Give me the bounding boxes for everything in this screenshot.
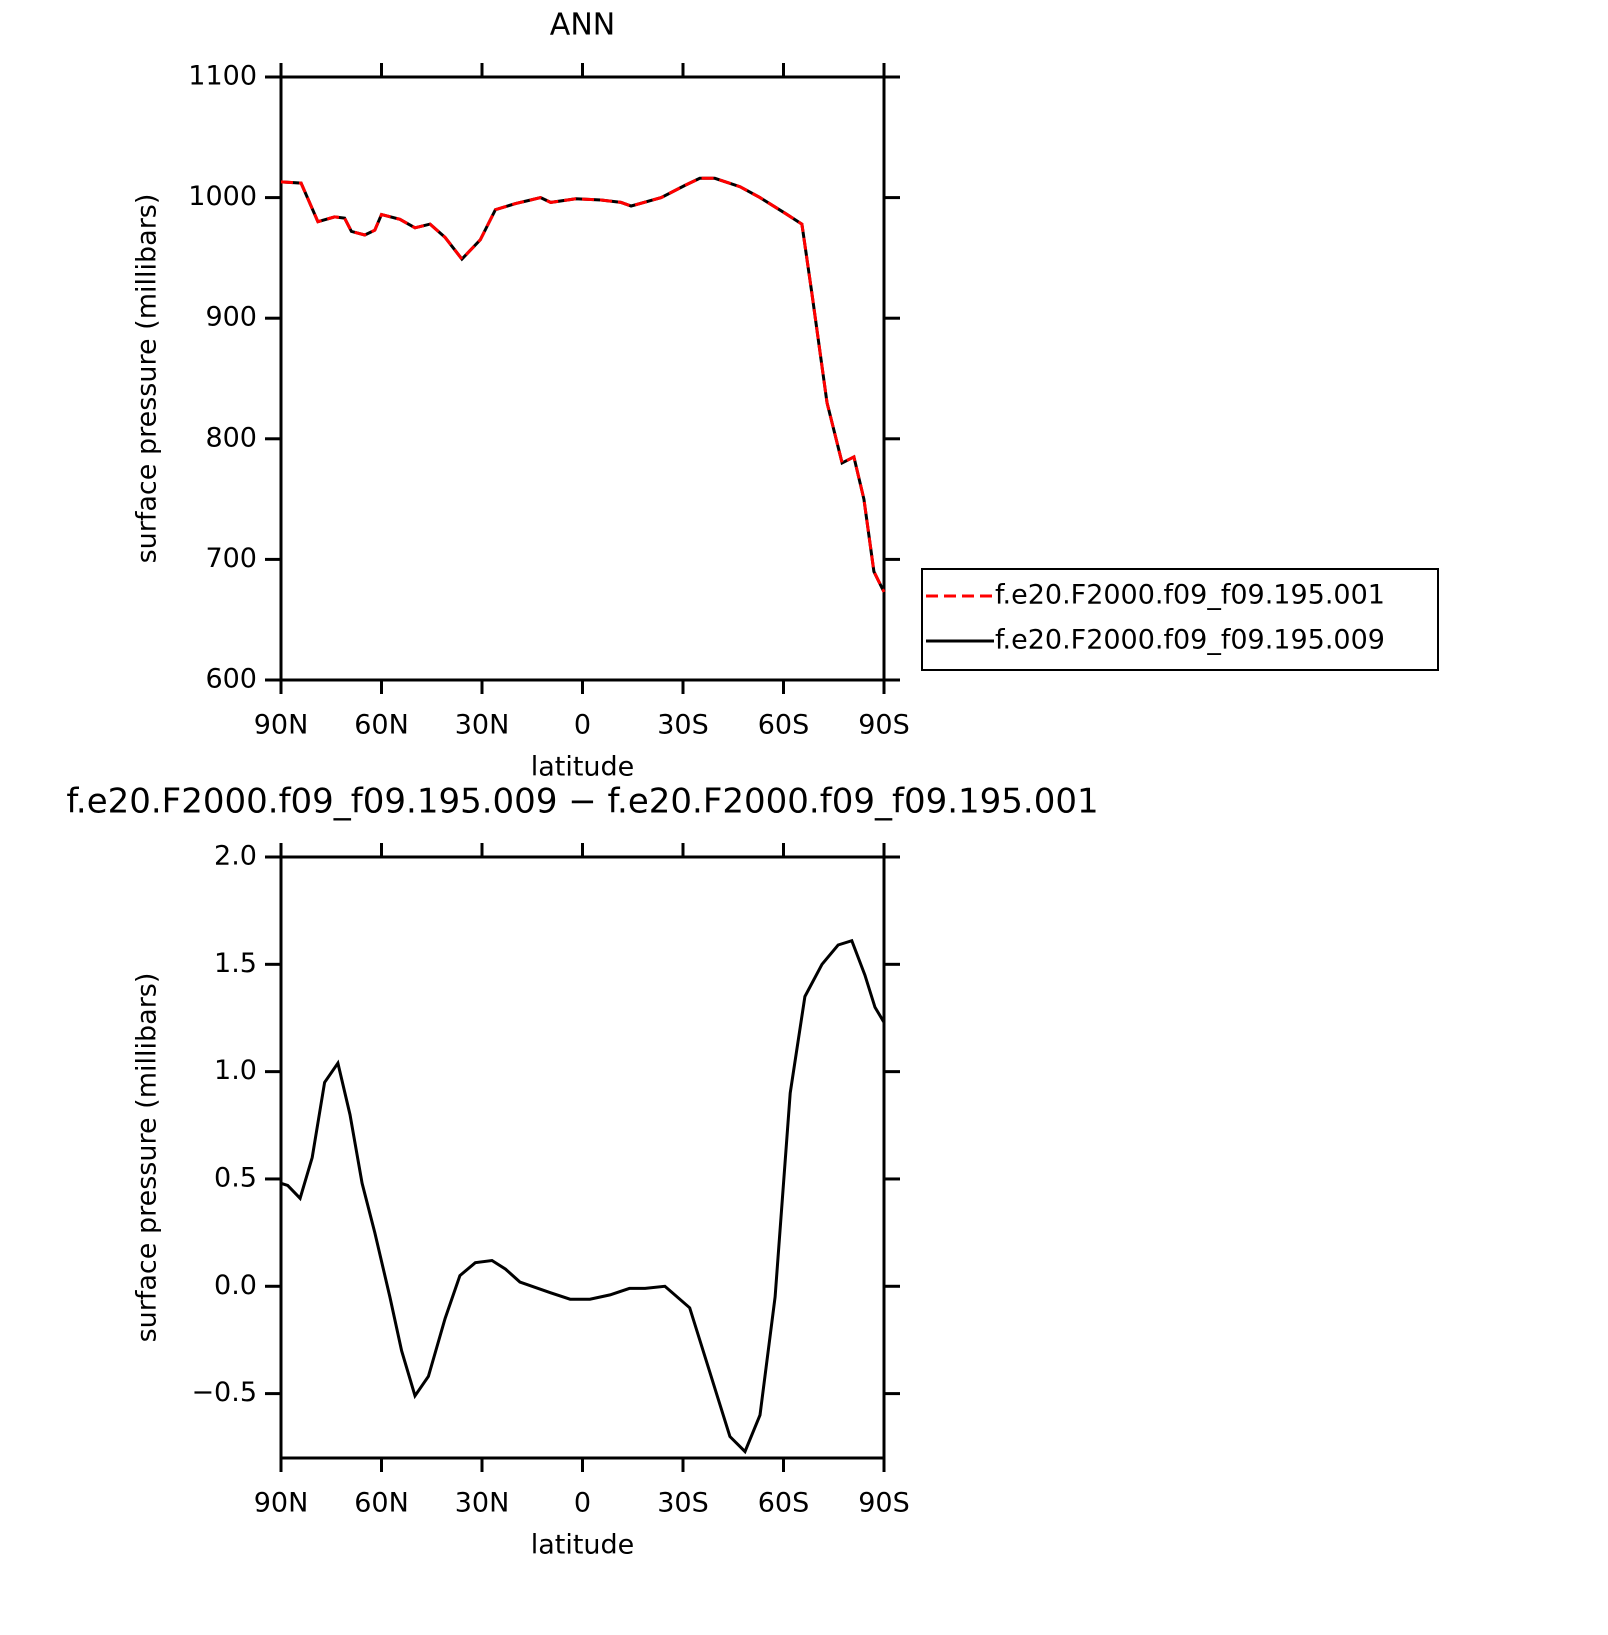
x-tick-label: 30N — [455, 1488, 510, 1519]
data-line — [280, 938, 886, 1455]
plot-frame — [279, 75, 886, 682]
y-tick-label: 1.0 — [214, 1055, 257, 1086]
x-tick-label: 90S — [858, 1488, 910, 1519]
x-tick-label: 30S — [657, 710, 709, 741]
y-tick-label: 2.0 — [214, 841, 257, 872]
data-line — [280, 176, 886, 593]
y-tick-label: 800 — [205, 422, 257, 453]
y-tick-label: −0.5 — [191, 1377, 257, 1408]
y-axis-label: surface pressure (millibars) — [132, 973, 163, 1343]
x-tick-label: 60N — [354, 710, 409, 741]
plot-frame — [279, 855, 886, 1460]
legend-label: f.e20.F2000.f09_f09.195.001 — [995, 580, 1385, 611]
x-tick-label: 30N — [455, 710, 510, 741]
x-tick-label: 0 — [574, 1488, 591, 1519]
x-tick-label: 60S — [758, 1488, 810, 1519]
y-tick-label: 700 — [205, 543, 257, 574]
y-tick-label: 900 — [205, 302, 257, 333]
y-tick-label: 1000 — [188, 181, 257, 212]
legend-label: f.e20.F2000.f09_f09.195.009 — [995, 625, 1385, 656]
y-tick-label: 0.5 — [214, 1162, 257, 1193]
y-tick-label: 0.0 — [214, 1270, 257, 1301]
chart-title: f.e20.F2000.f09_f09.195.009 − f.e20.F200… — [66, 782, 1098, 822]
x-tick-label: 60S — [758, 710, 810, 741]
y-tick-label: 1.5 — [214, 948, 257, 979]
x-tick-label: 90S — [858, 710, 910, 741]
x-axis-label: latitude — [531, 1530, 635, 1561]
y-tick-label: 600 — [205, 664, 257, 695]
x-tick-label: 90N — [254, 1488, 309, 1519]
x-axis-label: latitude — [531, 752, 635, 783]
chart-title: ANN — [550, 8, 615, 43]
x-tick-label: 90N — [254, 710, 309, 741]
data-line — [280, 176, 886, 593]
legend-box — [921, 568, 1439, 671]
y-axis-label: surface pressure (millibars) — [132, 194, 163, 564]
y-tick-label: 1100 — [188, 61, 257, 92]
x-tick-label: 60N — [354, 1488, 409, 1519]
x-tick-label: 0 — [574, 710, 591, 741]
x-tick-label: 30S — [657, 1488, 709, 1519]
